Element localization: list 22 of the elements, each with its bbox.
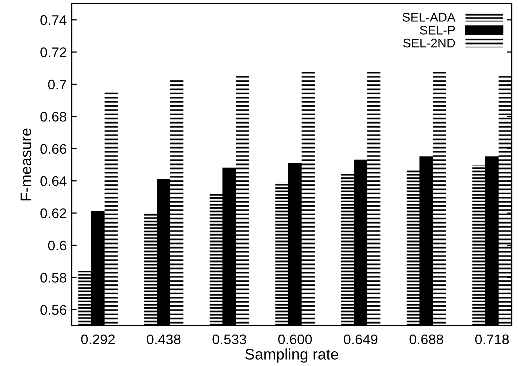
legend-label: SEL-2ND (404, 38, 456, 48)
y-tick-label: 0.72 (40, 48, 66, 58)
x-tick-label: 0.600 (278, 334, 312, 345)
y-tick-label: 0.6 (48, 240, 67, 251)
y-tick-label: 0.64 (40, 176, 67, 186)
x-tick-label: 0.718 (475, 334, 510, 345)
y-axis-title: F-measure (20, 128, 32, 201)
x-tick-label: 0.649 (344, 334, 378, 345)
y-tick-label: 0.7 (48, 80, 66, 90)
x-tick-label: 0.438 (147, 334, 181, 345)
x-tick-label: 0.533 (212, 334, 246, 345)
legend-label: SEL-P (420, 26, 456, 35)
y-tick-label: 0.74 (40, 15, 67, 26)
y-tick-label: 0.68 (40, 112, 67, 122)
legend-label: SEL-ADA (402, 13, 456, 22)
y-tick-label: 0.58 (40, 273, 67, 283)
y-tick-label: 0.56 (40, 305, 67, 316)
x-tick-label: 0.688 (410, 334, 444, 345)
y-tick-label: 0.62 (40, 208, 66, 218)
x-tick-label: 0.292 (81, 334, 115, 345)
x-axis-title: Sampling rate (246, 348, 338, 363)
y-tick-label: 0.66 (40, 144, 67, 154)
